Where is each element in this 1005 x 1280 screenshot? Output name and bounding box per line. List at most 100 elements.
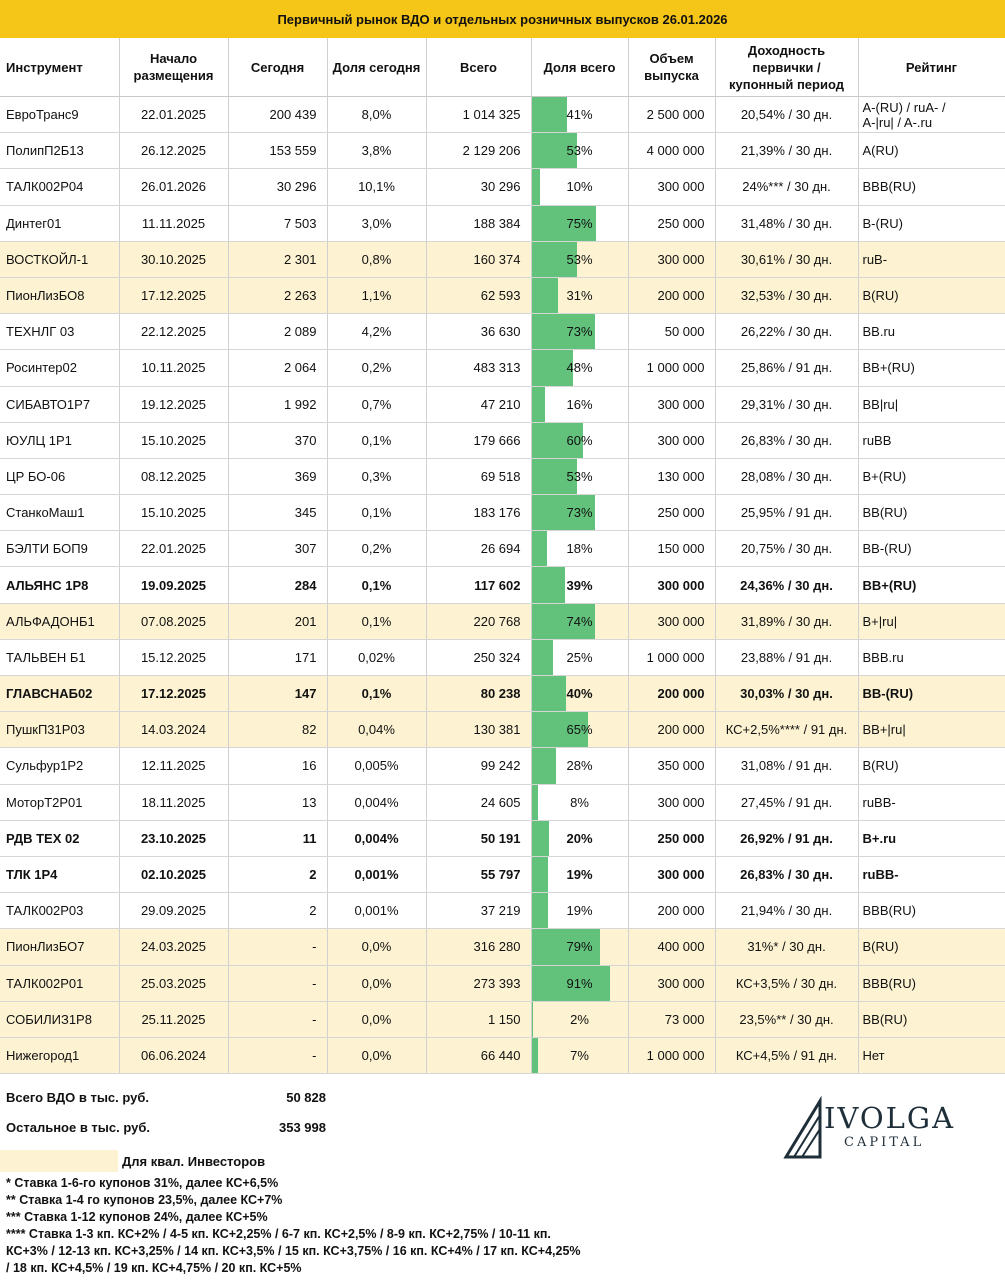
col-total: Всего (426, 38, 532, 97)
cell-start-date: 29.09.2025 (119, 892, 229, 930)
cell-rating: BB.ru (858, 313, 1005, 351)
share-total-label: 40% (566, 686, 593, 702)
cell-rating: ruB- (858, 241, 1005, 278)
footnote: КС+3% / 12-13 кп. КС+3,25% / 14 кп. КС+3… (6, 1244, 581, 1258)
rating-line: B+(RU) (862, 468, 907, 484)
share-total-label: 53% (566, 468, 593, 484)
cell-volume: 250 000 (628, 205, 716, 242)
cell-volume: 1 000 000 (628, 1037, 716, 1075)
cell-share-total: 19% (531, 856, 629, 894)
table-row: ТАЛЬВЕН Б1 15.12.2025 171 0,02% 250 324 25% 1 … (0, 639, 1005, 677)
table-row: ТЛК 1Р4 02.10.2025 2 0,001% 55 797 19% 300 000… (0, 856, 1005, 894)
col-today: Сегодня (228, 38, 328, 97)
share-total-bar (531, 422, 584, 458)
cell-volume: 300 000 (628, 422, 716, 459)
cell-rating: BB-(RU) (858, 675, 1005, 713)
share-total-bar (531, 205, 597, 241)
cell-start-date: 15.10.2025 (119, 422, 229, 459)
share-total-bar (531, 929, 600, 964)
cell-instrument: СОБИЛИЗ1Р8 (0, 1001, 120, 1038)
cell-total: 1 150 (426, 1001, 532, 1038)
cell-instrument: Росинтер02 (0, 349, 120, 387)
cell-share-total: 2% (531, 1001, 629, 1038)
cell-yield: 23,88% / 91 дн. (715, 639, 859, 677)
cell-yield: 25,95% / 91 дн. (715, 494, 859, 532)
share-total-label: 74% (566, 613, 593, 629)
cell-today: 171 (228, 639, 328, 677)
table-row: ЮУЛЦ 1Р1 15.10.2025 370 0,1% 179 666 60% 300 0… (0, 422, 1005, 459)
table-row: ГЛАВСНАБ02 17.12.2025 147 0,1% 80 238 40% 200 … (0, 675, 1005, 713)
col-yield: Доходность первички / купонный период (715, 38, 859, 97)
cell-today: 11 (228, 820, 328, 857)
share-total-bar (531, 314, 595, 349)
cell-volume: 150 000 (628, 530, 716, 568)
cell-total: 316 280 (426, 928, 532, 966)
cell-start-date: 24.03.2025 (119, 928, 229, 966)
cell-yield: 26,22% / 30 дн. (715, 313, 859, 351)
table-row: РДВ ТЕХ 02 23.10.2025 11 0,004% 50 191 20% 250… (0, 820, 1005, 857)
cell-rating: Нет (858, 1037, 1005, 1075)
ivolga-logo: IVOLGA CAPITAL (780, 1095, 970, 1165)
share-total-label: 10% (566, 179, 593, 195)
footnote: ** Ставка 1-4 го купонов 23,5%, далее КС… (6, 1193, 283, 1207)
cell-start-date: 11.11.2025 (119, 205, 229, 242)
cell-share-today: 0,1% (327, 494, 427, 532)
cell-start-date: 02.10.2025 (119, 856, 229, 894)
col-instrument: Инструмент (0, 38, 120, 97)
rating-line: BB+|ru| (862, 722, 906, 738)
cell-today: 7 503 (228, 205, 328, 242)
table-row: АЛЬЯНС 1Р8 19.09.2025 284 0,1% 117 602 39% 300… (0, 566, 1005, 604)
cell-rating: BBB(RU) (858, 168, 1005, 206)
rating-line: BB-(RU) (862, 541, 912, 557)
cell-yield: 24,36% / 30 дн. (715, 566, 859, 604)
cell-share-today: 0,004% (327, 820, 427, 857)
cell-share-total: 65% (531, 711, 629, 749)
cell-volume: 73 000 (628, 1001, 716, 1038)
cell-instrument: ПолипП2Б13 (0, 132, 120, 170)
rating-line: A-(RU) / ruA- / (862, 99, 946, 115)
cell-yield: 32,53% / 30 дн. (715, 277, 859, 315)
cell-share-total: 25% (531, 639, 629, 677)
cell-volume: 300 000 (628, 784, 716, 821)
footnote: *** Ставка 1-12 купонов 24%, далее КС+5% (6, 1210, 268, 1224)
rating-line: ruB- (862, 251, 888, 267)
cell-share-today: 0,0% (327, 928, 427, 966)
cell-total: 273 393 (426, 965, 532, 1002)
cell-share-total: 10% (531, 168, 629, 206)
cell-share-total: 73% (531, 494, 629, 532)
cell-volume: 300 000 (628, 386, 716, 423)
share-total-bar (531, 97, 567, 132)
table-row: ТАЛК002Р01 25.03.2025-0,0% 273 393 91% 300 0… (0, 965, 1005, 1002)
cell-start-date: 12.11.2025 (119, 747, 229, 785)
cell-volume: 250 000 (628, 820, 716, 857)
cell-rating: BB(RU) (858, 1001, 1005, 1038)
share-total-label: 79% (566, 939, 593, 955)
cell-instrument: ТАЛК002Р03 (0, 892, 120, 930)
cell-share-today: 0,04% (327, 711, 427, 749)
share-total-label: 75% (566, 215, 593, 231)
cell-share-today: 0,02% (327, 639, 427, 677)
share-total-bar (531, 386, 546, 422)
cell-instrument: ТЕХНЛГ 03 (0, 313, 120, 351)
share-total-bar (531, 531, 548, 566)
cell-total: 26 694 (426, 530, 532, 568)
cell-today: - (228, 1001, 328, 1038)
logo-name: IVOLGA (824, 1101, 956, 1135)
cell-total: 66 440 (426, 1037, 532, 1075)
rating-line: BB+(RU) (862, 577, 917, 593)
cell-start-date: 15.12.2025 (119, 639, 229, 677)
cell-yield: 26,83% / 30 дн. (715, 422, 859, 459)
cell-share-today: 3,0% (327, 205, 427, 242)
cell-instrument: ПушкП31Р03 (0, 711, 120, 749)
cell-share-today: 0,004% (327, 784, 427, 821)
cell-start-date: 19.12.2025 (119, 386, 229, 423)
cell-today: 284 (228, 566, 328, 604)
share-total-label: 65% (566, 722, 593, 738)
cell-volume: 50 000 (628, 313, 716, 351)
rating-line: B(RU) (862, 939, 899, 955)
rating-line: BBB(RU) (862, 179, 916, 195)
table-row: ЕвроТранс9 22.01.2025 200 439 8,0% 1 014 325… (0, 96, 1005, 134)
share-total-label: 73% (566, 324, 593, 340)
cell-start-date: 15.10.2025 (119, 494, 229, 532)
cell-volume: 1 000 000 (628, 349, 716, 387)
